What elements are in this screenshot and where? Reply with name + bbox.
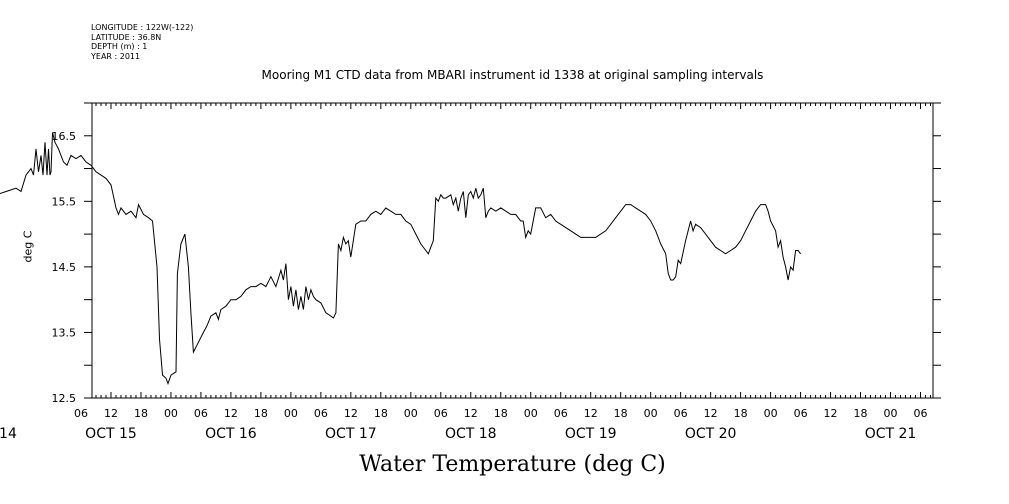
x-hour-tick-label: 18: [854, 407, 868, 420]
x-hour-tick-label: 18: [494, 407, 508, 420]
x-hour-tick-label: 18: [134, 407, 148, 420]
x-hour-tick-label: 12: [824, 407, 838, 420]
axis-ticks: [84, 102, 941, 399]
x-day-tick-label: OCT 20: [685, 426, 737, 442]
x-hour-tick-label: 06: [914, 407, 928, 420]
x-hour-tick-label: 00: [884, 407, 898, 420]
x-hour-tick-label: 00: [764, 407, 778, 420]
x-day-tick-label: OCT 14: [0, 426, 17, 442]
x-hour-tick-label: 12: [584, 407, 598, 420]
x-hour-tick-label: 18: [614, 407, 628, 420]
x-hour-tick-label: 12: [104, 407, 118, 420]
x-hour-tick-label: 06: [434, 407, 448, 420]
plot-frame: [91, 102, 934, 399]
x-hour-tick-label: 06: [554, 407, 568, 420]
year-label: YEAR : 2011: [91, 51, 141, 61]
y-tick-label: 12.5: [52, 392, 77, 405]
x-day-tick-label: OCT 21: [865, 426, 917, 442]
x-hour-tick-label: 00: [524, 407, 538, 420]
x-day-tick-label: OCT 15: [85, 426, 137, 442]
chart-title-wrap: Mooring M1 CTD data from MBARI instrumen…: [0, 68, 1009, 82]
x-hour-tick-label: 00: [404, 407, 418, 420]
x-day-tick-label: OCT 18: [445, 426, 497, 442]
x-hour-tick-label: 06: [794, 407, 808, 420]
x-axis-title: Water Temperature (deg C): [359, 452, 666, 477]
x-hour-tick-label: 06: [74, 407, 88, 420]
x-hour-tick-label: 00: [644, 407, 658, 420]
y-tick-label: 13.5: [52, 326, 77, 339]
y-tick-label: 16.5: [52, 130, 77, 143]
x-axis-title-wrap: Water Temperature (deg C): [0, 452, 1009, 477]
x-hour-tick-label: 12: [704, 407, 718, 420]
y-tick-label: 14.5: [52, 261, 77, 274]
x-hour-tick-label: 18: [374, 407, 388, 420]
x-hour-tick-label: 18: [254, 407, 268, 420]
x-day-tick-label: OCT 17: [325, 426, 377, 442]
x-hour-tick-label: 00: [284, 407, 298, 420]
dataset-metadata: LONGITUDE : 122W(-122) LATITUDE : 36.8N …: [91, 23, 193, 61]
x-day-tick-label: OCT 16: [205, 426, 257, 442]
x-hour-tick-label: 18: [734, 407, 748, 420]
x-hour-tick-label: 12: [224, 407, 238, 420]
x-hour-tick-label: 06: [314, 407, 328, 420]
x-hour-tick-label: 12: [344, 407, 358, 420]
axis-tick-labels: 06 12 18 00 06 12 18 00 06 12 18 00 06 12 18 00 06 12 18 00…: [0, 130, 928, 442]
x-hour-tick-label: 00: [164, 407, 178, 420]
x-hour-tick-label: 06: [674, 407, 688, 420]
water-temperature-line: [0, 132, 801, 386]
x-day-tick-label: OCT 19: [565, 426, 617, 442]
depth-label: DEPTH (m) : 1: [91, 42, 148, 51]
x-hour-tick-label: 12: [464, 407, 478, 420]
y-tick-label: 15.5: [52, 195, 77, 208]
longitude-label: LONGITUDE : 122W(-122): [91, 23, 194, 32]
latitude-label: LATITUDE : 36.8N: [91, 32, 162, 42]
chart-title: Mooring M1 CTD data from MBARI instrumen…: [261, 68, 764, 82]
x-hour-tick-label: 06: [194, 407, 208, 420]
